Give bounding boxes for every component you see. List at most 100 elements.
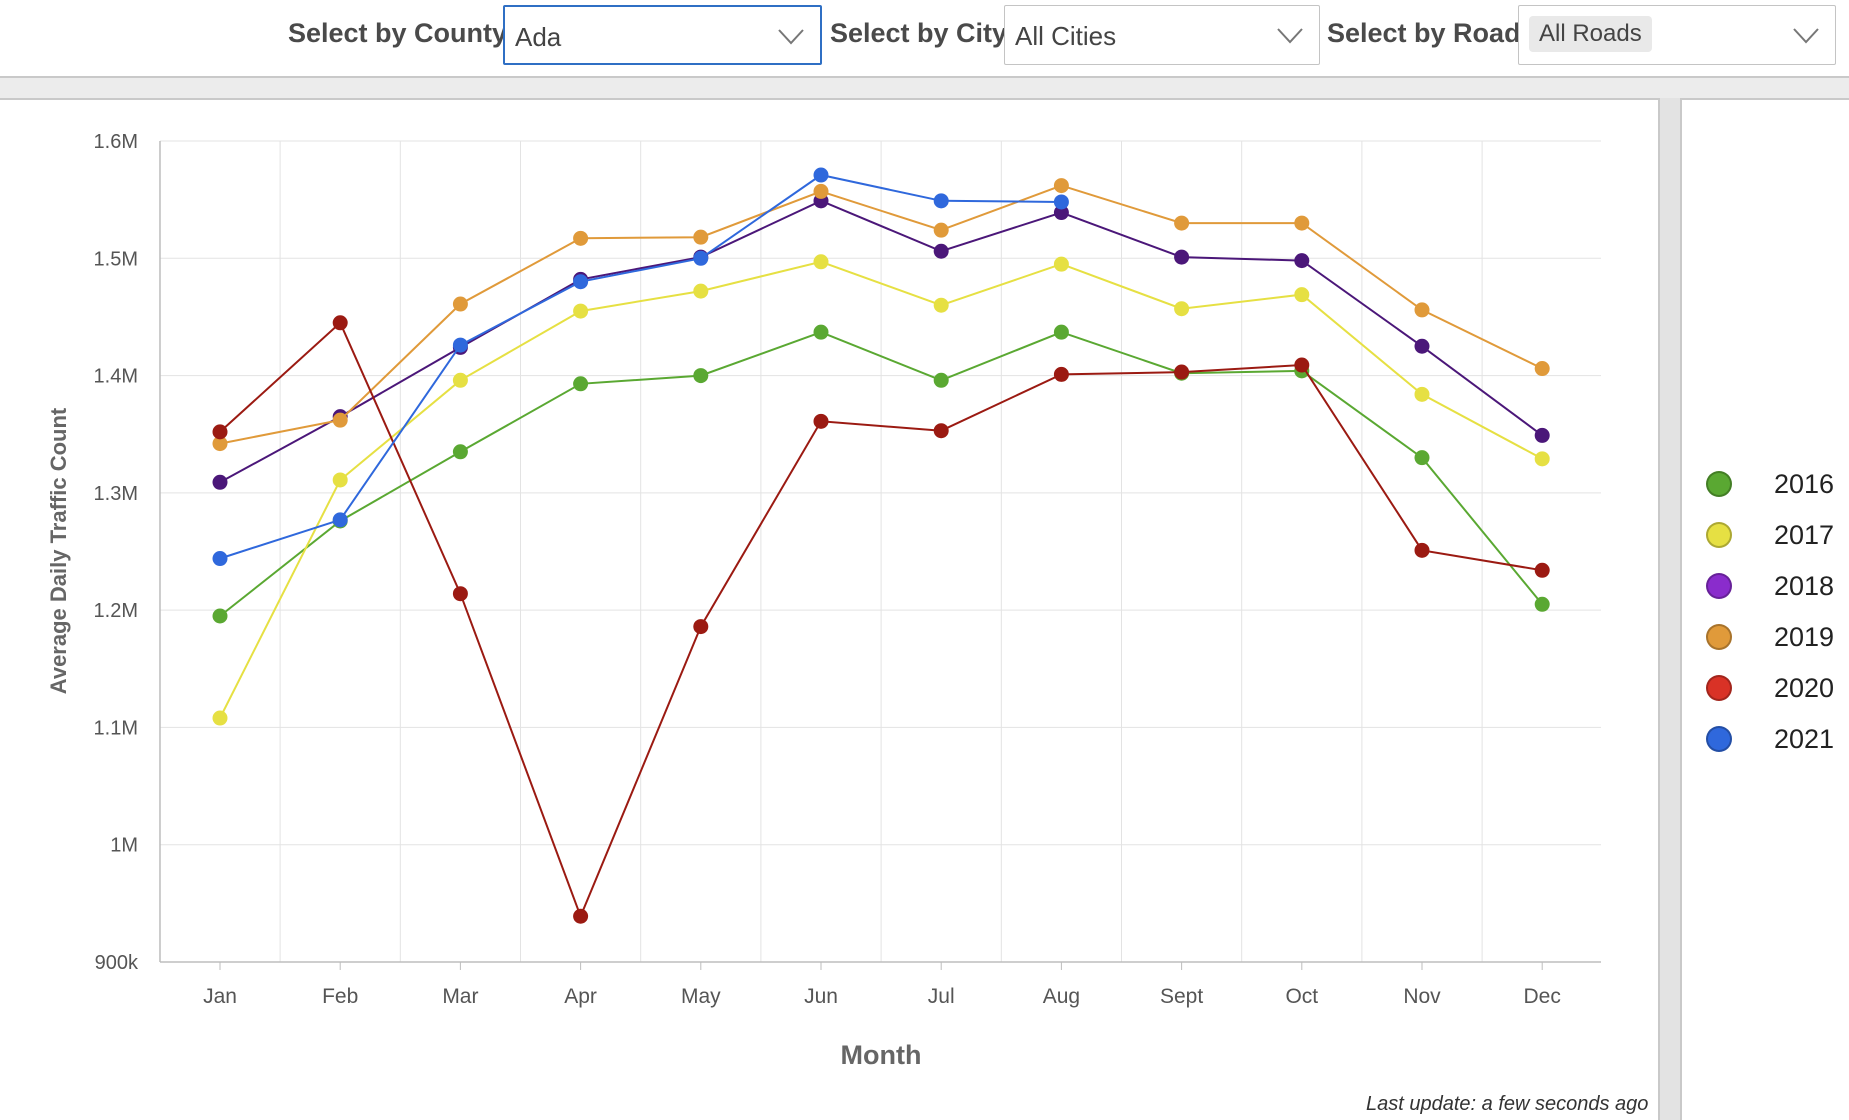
x-tick-label: Mar <box>442 985 478 1008</box>
x-tick-label: Jul <box>928 985 955 1008</box>
data-point-2020 <box>573 908 589 924</box>
data-point-2017 <box>452 372 468 388</box>
x-axis-title: Month <box>841 1040 922 1070</box>
x-tick-label: Oct <box>1285 985 1318 1008</box>
y-tick-label: 900k <box>95 952 139 974</box>
data-point-2019 <box>933 222 949 238</box>
data-point-2016 <box>452 444 468 460</box>
county-select[interactable]: Ada <box>503 5 822 65</box>
x-tick-label: Feb <box>322 985 358 1008</box>
y-tick-label: 1.1M <box>94 717 138 739</box>
legend-label: 2021 <box>1774 724 1835 754</box>
y-axis-title: Average Daily Traffic Count <box>46 407 71 694</box>
data-point-2019 <box>1414 302 1430 318</box>
legend-label: 2016 <box>1774 469 1835 499</box>
panel-gutter <box>1660 98 1680 1120</box>
data-point-2016 <box>212 608 228 624</box>
x-tick-label: May <box>681 985 721 1008</box>
data-point-2016 <box>573 376 589 392</box>
chevron-down-icon <box>1277 28 1303 44</box>
data-point-2016 <box>1534 596 1550 612</box>
road-select-value[interactable]: All Roads <box>1529 16 1652 52</box>
data-point-2020 <box>1174 364 1190 380</box>
data-point-2019 <box>813 183 829 199</box>
data-point-2019 <box>212 436 228 452</box>
data-point-2021 <box>933 193 949 209</box>
data-point-2017 <box>693 283 709 299</box>
road-filter-label: Select by Road <box>1327 18 1521 48</box>
road-select[interactable]: All Roads <box>1518 5 1836 65</box>
legend-label: 2020 <box>1774 673 1835 703</box>
x-tick-label: Nov <box>1403 985 1441 1008</box>
legend-swatch <box>1706 675 1732 701</box>
series-2021 <box>212 167 1069 567</box>
data-point-2017 <box>1294 287 1310 303</box>
data-point-2019 <box>1294 215 1310 231</box>
city-filter-label: Select by City <box>830 18 1008 48</box>
data-point-2020 <box>332 315 348 331</box>
data-point-2017 <box>212 710 228 726</box>
legend-item-2021[interactable]: 2021 <box>1696 722 1846 758</box>
data-point-2017 <box>1414 386 1430 402</box>
traffic-line-chart: 900k 1M 1.1M 1.2M 1.3M 1.4M 1.5M 1.6M Jan Feb Mar A… <box>46 131 1601 1070</box>
data-point-2018 <box>1053 205 1069 221</box>
filter-bar: Select by County Ada Select by City All … <box>0 0 1849 78</box>
series-line-2021 <box>219 173 1062 560</box>
data-point-2018 <box>933 243 949 259</box>
data-point-2019 <box>1174 215 1190 231</box>
legend-swatch <box>1706 726 1732 752</box>
legend-swatch <box>1706 522 1732 548</box>
data-point-2020 <box>1534 562 1550 578</box>
data-point-2018 <box>1534 427 1550 443</box>
data-point-2018 <box>1174 249 1190 265</box>
city-select[interactable]: All Cities <box>1004 5 1320 65</box>
data-point-2020 <box>933 423 949 439</box>
y-tick-label: 1.4M <box>94 366 138 388</box>
y-tick-label: 1.5M <box>94 248 138 270</box>
legend-label: 2019 <box>1774 622 1835 652</box>
series-2020 <box>212 315 1550 924</box>
x-tick-label: Dec <box>1524 985 1561 1008</box>
data-point-2019 <box>573 230 589 246</box>
data-point-2020 <box>1294 357 1310 373</box>
legend-item-2019[interactable]: 2019 <box>1696 620 1846 656</box>
data-point-2017 <box>1053 256 1069 272</box>
data-point-2018 <box>1294 253 1310 269</box>
data-point-2020 <box>693 619 709 635</box>
legend-swatch <box>1706 624 1732 650</box>
legend-label: 2018 <box>1774 571 1835 601</box>
data-point-2016 <box>1053 324 1069 340</box>
legend-item-2020[interactable]: 2020 <box>1696 671 1846 707</box>
chevron-down-icon <box>778 29 804 45</box>
data-point-2021 <box>813 167 829 183</box>
y-tick-label: 1M <box>110 835 138 857</box>
legend-item-2018[interactable]: 2018 <box>1696 569 1846 605</box>
data-point-2019 <box>1534 361 1550 377</box>
series-line-2016 <box>219 331 1543 617</box>
data-point-2016 <box>693 368 709 384</box>
data-point-2019 <box>452 296 468 312</box>
data-point-2021 <box>1053 194 1069 210</box>
y-tick-label: 1.2M <box>94 600 138 622</box>
series-line-2017 <box>219 260 1543 719</box>
county-select-value: Ada <box>515 22 562 52</box>
legend-item-2016[interactable]: 2016 <box>1696 467 1846 503</box>
legend-swatch <box>1706 471 1732 497</box>
data-point-2020 <box>1414 542 1430 558</box>
data-point-2017 <box>813 254 829 270</box>
data-point-2021 <box>212 551 228 567</box>
grid <box>159 140 1601 963</box>
data-point-2017 <box>1174 301 1190 317</box>
data-point-2021 <box>452 337 468 353</box>
data-point-2020 <box>452 586 468 602</box>
series-2019 <box>212 178 1550 452</box>
data-point-2021 <box>573 274 589 290</box>
data-point-2019 <box>332 412 348 428</box>
x-tick-label: Aug <box>1043 985 1080 1008</box>
x-tick-label: Jun <box>804 985 838 1008</box>
city-select-value: All Cities <box>1015 21 1117 51</box>
x-tick-label: Sept <box>1160 985 1203 1008</box>
data-point-2017 <box>1534 451 1550 467</box>
legend-item-2017[interactable]: 2017 <box>1696 518 1846 554</box>
data-point-2020 <box>1053 366 1069 382</box>
